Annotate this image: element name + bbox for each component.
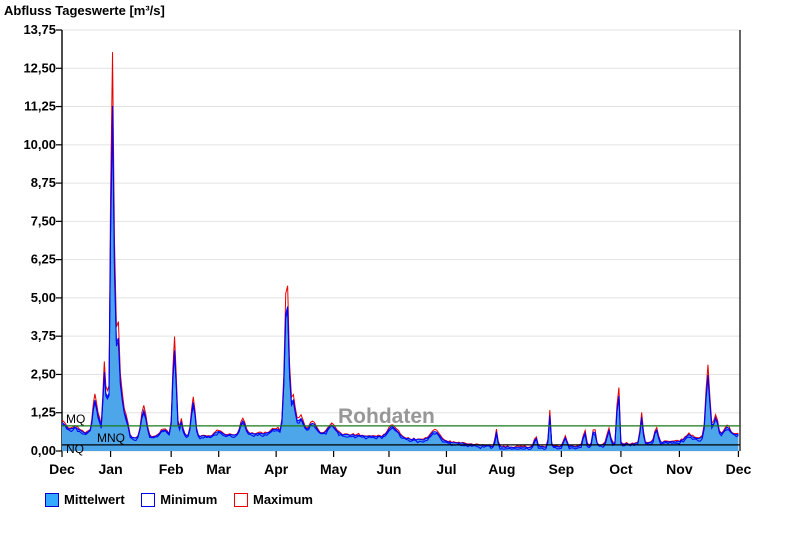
svg-text:3,75: 3,75 bbox=[31, 328, 56, 343]
svg-text:13,75: 13,75 bbox=[23, 22, 56, 37]
svg-text:Dec: Dec bbox=[726, 461, 752, 477]
svg-text:Jan: Jan bbox=[99, 461, 123, 477]
svg-text:Aug: Aug bbox=[488, 461, 515, 477]
svg-text:1,25: 1,25 bbox=[31, 405, 56, 420]
svg-text:NQ: NQ bbox=[66, 442, 84, 456]
svg-text:5,00: 5,00 bbox=[31, 290, 56, 305]
svg-text:12,50: 12,50 bbox=[23, 60, 56, 75]
svg-text:2,50: 2,50 bbox=[31, 366, 56, 381]
svg-text:MNQ: MNQ bbox=[97, 431, 125, 445]
svg-text:Jun: Jun bbox=[377, 461, 402, 477]
svg-text:Sep: Sep bbox=[549, 461, 575, 477]
svg-text:Apr: Apr bbox=[264, 461, 289, 477]
svg-text:6,25: 6,25 bbox=[31, 252, 56, 267]
svg-text:10,00: 10,00 bbox=[23, 137, 56, 152]
svg-text:Feb: Feb bbox=[159, 461, 184, 477]
svg-text:Dec: Dec bbox=[49, 461, 75, 477]
svg-text:MQ: MQ bbox=[66, 412, 85, 426]
svg-text:11,25: 11,25 bbox=[24, 99, 56, 114]
svg-text:7,50: 7,50 bbox=[31, 213, 56, 228]
svg-text:Rohdaten: Rohdaten bbox=[338, 405, 435, 428]
svg-text:Oct: Oct bbox=[609, 461, 633, 477]
svg-text:May: May bbox=[320, 461, 347, 477]
svg-text:Jul: Jul bbox=[436, 461, 456, 477]
svg-text:Nov: Nov bbox=[666, 461, 693, 477]
svg-text:0,00: 0,00 bbox=[31, 443, 56, 458]
svg-text:8,75: 8,75 bbox=[31, 175, 56, 190]
svg-text:Mar: Mar bbox=[206, 461, 231, 477]
